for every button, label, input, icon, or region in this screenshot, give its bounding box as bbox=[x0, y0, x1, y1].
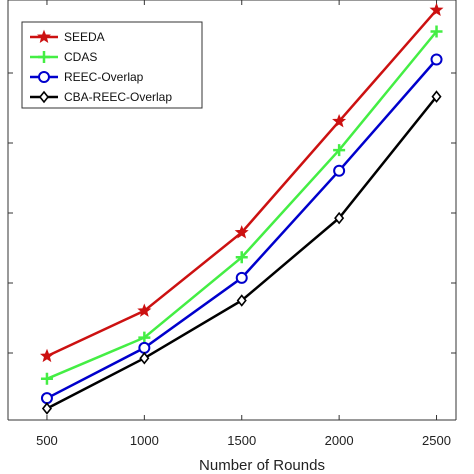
star-marker bbox=[429, 2, 444, 16]
circle-marker bbox=[38, 71, 50, 83]
legend-item: CDAS bbox=[30, 50, 97, 64]
x-tick-label: 500 bbox=[36, 433, 58, 448]
circle-marker bbox=[333, 164, 346, 177]
diamond-marker bbox=[41, 402, 52, 415]
plus-marker bbox=[333, 144, 346, 157]
x-tick-label: 2500 bbox=[422, 433, 451, 448]
plus-marker bbox=[40, 372, 53, 385]
plus-marker bbox=[138, 331, 151, 344]
series-reec-overlap bbox=[40, 53, 443, 405]
diamond-marker bbox=[431, 90, 442, 103]
x-axis-label: Number of Rounds bbox=[199, 457, 325, 474]
series-cdas bbox=[40, 25, 443, 385]
series-seeda bbox=[40, 2, 444, 363]
legend-item: SEEDA bbox=[30, 29, 105, 44]
plus-marker bbox=[38, 51, 50, 63]
legend-item: REEC-Overlap bbox=[30, 70, 144, 84]
diamond-marker bbox=[236, 294, 247, 307]
star-marker bbox=[37, 29, 51, 44]
star-marker bbox=[332, 113, 347, 128]
plus-marker bbox=[235, 251, 248, 264]
chart-axes: 500 1000 1500 2000 2500 bbox=[7, 0, 457, 448]
diamond-marker bbox=[334, 211, 345, 225]
circle-marker bbox=[40, 392, 53, 405]
diamond-marker bbox=[38, 90, 50, 104]
plus-marker bbox=[430, 25, 443, 38]
circle-marker bbox=[235, 271, 248, 284]
chart-legend: SEEDA CDAS REEC-Overlap CBA-REEC-Overlap bbox=[21, 21, 203, 109]
star-marker bbox=[40, 348, 55, 363]
chart-series bbox=[40, 2, 444, 415]
legend-item: CBA-REEC-Overlap bbox=[30, 90, 172, 104]
star-marker bbox=[234, 225, 249, 239]
legend-label: REEC-Overlap bbox=[64, 70, 144, 84]
circle-marker bbox=[430, 53, 443, 66]
legend-label: CDAS bbox=[64, 50, 97, 64]
circle-marker bbox=[138, 341, 151, 354]
x-tick-label: 2000 bbox=[325, 433, 354, 448]
x-tick-label: 1000 bbox=[130, 433, 159, 448]
diamond-marker bbox=[139, 351, 150, 365]
series-cba-reec-overlap bbox=[41, 90, 442, 415]
legend-label: SEEDA bbox=[64, 30, 105, 44]
legend-label: CBA-REEC-Overlap bbox=[64, 90, 172, 104]
star-marker bbox=[137, 303, 152, 317]
x-tick-label: 1500 bbox=[227, 433, 256, 448]
